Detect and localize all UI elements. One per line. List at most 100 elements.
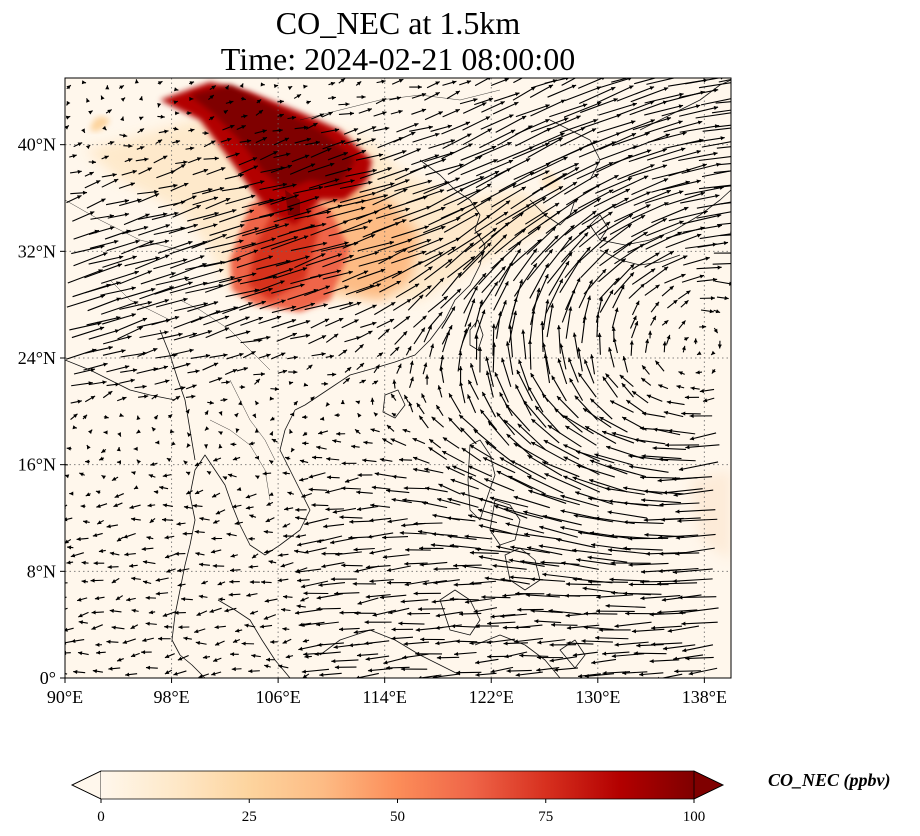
wind-arrow-head xyxy=(203,302,208,307)
wind-arrow-head xyxy=(116,460,121,465)
wind-arrow-head xyxy=(466,133,472,138)
wind-arrow-head xyxy=(155,577,161,582)
wind-arrow-head xyxy=(405,207,410,212)
wind-arrow-shaft xyxy=(576,161,614,180)
wind-arrow-shaft xyxy=(382,554,410,558)
wind-arrow-head xyxy=(578,530,583,535)
wind-arrow-head xyxy=(482,391,487,397)
wind-arrow-head xyxy=(404,167,410,172)
wind-arrow-shaft xyxy=(495,203,531,226)
wind-arrow-head xyxy=(302,415,307,420)
wind-arrow-head xyxy=(92,533,98,538)
wind-arrow-head xyxy=(623,486,628,491)
wind-arrow-head xyxy=(469,550,474,555)
wind-arrow-head xyxy=(229,579,234,584)
wind-arrow-head xyxy=(595,516,600,521)
wind-arrow-head xyxy=(204,410,209,415)
wind-arrow-shaft xyxy=(684,186,725,196)
wind-arrow-shaft xyxy=(700,98,731,106)
wind-arrow-head xyxy=(649,612,654,617)
wind-arrow-head xyxy=(605,221,611,226)
wind-arrow-head xyxy=(278,664,283,669)
wind-arrow-head xyxy=(389,319,395,323)
wind-arrow-shaft xyxy=(541,321,544,353)
wind-arrow-shaft xyxy=(462,242,492,271)
wind-arrow-head xyxy=(662,100,668,105)
wind-arrow-head xyxy=(435,641,440,646)
wind-arrow-head xyxy=(175,139,181,144)
wind-arrow-shaft xyxy=(424,258,453,281)
wind-arrow-head xyxy=(86,98,90,103)
wind-arrow-head xyxy=(125,672,130,677)
wind-arrow-head xyxy=(428,447,433,452)
wind-arrow-head xyxy=(640,569,646,574)
wind-arrow-shaft xyxy=(544,166,580,188)
wind-arrow-head xyxy=(668,428,673,433)
wind-arrow-head xyxy=(641,498,646,503)
wind-arrow-shaft xyxy=(449,598,479,601)
wind-arrow-head xyxy=(728,281,731,286)
wind-arrow-shaft xyxy=(576,558,616,566)
wind-arrow-head xyxy=(206,471,212,476)
wind-arrow-head xyxy=(232,504,237,509)
wind-arrow-head xyxy=(544,142,550,147)
wind-arrow-head xyxy=(525,593,530,598)
wind-arrow-head xyxy=(107,564,112,570)
wind-arrow-head xyxy=(456,670,461,675)
wind-arrow-head xyxy=(565,78,570,81)
wind-arrow-head xyxy=(420,327,425,333)
wind-arrow-shaft xyxy=(307,162,335,173)
wind-arrow-head xyxy=(289,429,294,434)
wind-arrow-head xyxy=(447,124,452,129)
wind-arrow-shaft xyxy=(259,299,286,310)
wind-arrow-head xyxy=(556,396,562,401)
wind-arrow-head xyxy=(174,610,179,615)
wind-arrow-shaft xyxy=(668,210,708,222)
wind-arrow-head xyxy=(186,490,191,495)
wind-arrow-head xyxy=(629,464,634,469)
wind-arrow-shaft xyxy=(528,489,567,504)
wind-arrow-head xyxy=(138,116,144,121)
wind-arrow-head xyxy=(186,443,191,448)
wind-arrow-head xyxy=(252,157,258,161)
wind-arrow-head xyxy=(675,509,680,514)
wind-arrow-head xyxy=(639,243,645,248)
wind-arrow-head xyxy=(361,379,366,384)
wind-arrow-shaft xyxy=(256,260,291,270)
wind-arrow-head xyxy=(448,417,453,422)
wind-arrow-head xyxy=(681,411,686,416)
wind-arrow-head xyxy=(284,506,289,511)
wind-arrow-head xyxy=(574,163,579,167)
wind-arrow-head xyxy=(260,372,266,377)
wind-arrow-shaft xyxy=(423,217,461,234)
wind-arrow-head xyxy=(102,380,107,385)
wind-arrow-shaft xyxy=(205,197,231,210)
wind-arrow-head xyxy=(194,490,200,495)
wind-arrow-head xyxy=(674,669,679,674)
colorbar-gradient xyxy=(101,771,694,799)
wind-arrow-head xyxy=(492,563,497,568)
wind-arrow-shaft xyxy=(379,594,407,599)
wind-arrow-head xyxy=(544,473,549,477)
wind-arrow-head xyxy=(239,83,244,88)
wind-arrow-shaft xyxy=(602,376,618,398)
wind-arrow-head xyxy=(724,296,729,301)
wind-arrow-shaft xyxy=(554,408,583,433)
wind-arrow-head xyxy=(274,224,280,228)
wind-arrow-head xyxy=(484,576,489,581)
wind-arrow-head xyxy=(684,395,689,400)
wind-arrow-head xyxy=(69,491,74,496)
wind-arrow-head xyxy=(367,668,373,673)
wind-arrow-head xyxy=(101,448,106,453)
wind-arrow-shaft xyxy=(172,204,202,218)
wind-arrow-shaft xyxy=(374,301,396,316)
wind-arrow-head xyxy=(521,186,526,191)
wind-arrow-head xyxy=(475,547,480,552)
wind-arrow-shaft xyxy=(673,489,714,496)
wind-arrow-head xyxy=(438,252,443,256)
wind-arrow-shaft xyxy=(364,640,390,645)
wind-arrow-shaft xyxy=(614,243,645,265)
wind-arrow-head xyxy=(678,595,683,600)
wind-arrow-head xyxy=(549,642,554,647)
wind-arrow-head xyxy=(711,369,716,374)
